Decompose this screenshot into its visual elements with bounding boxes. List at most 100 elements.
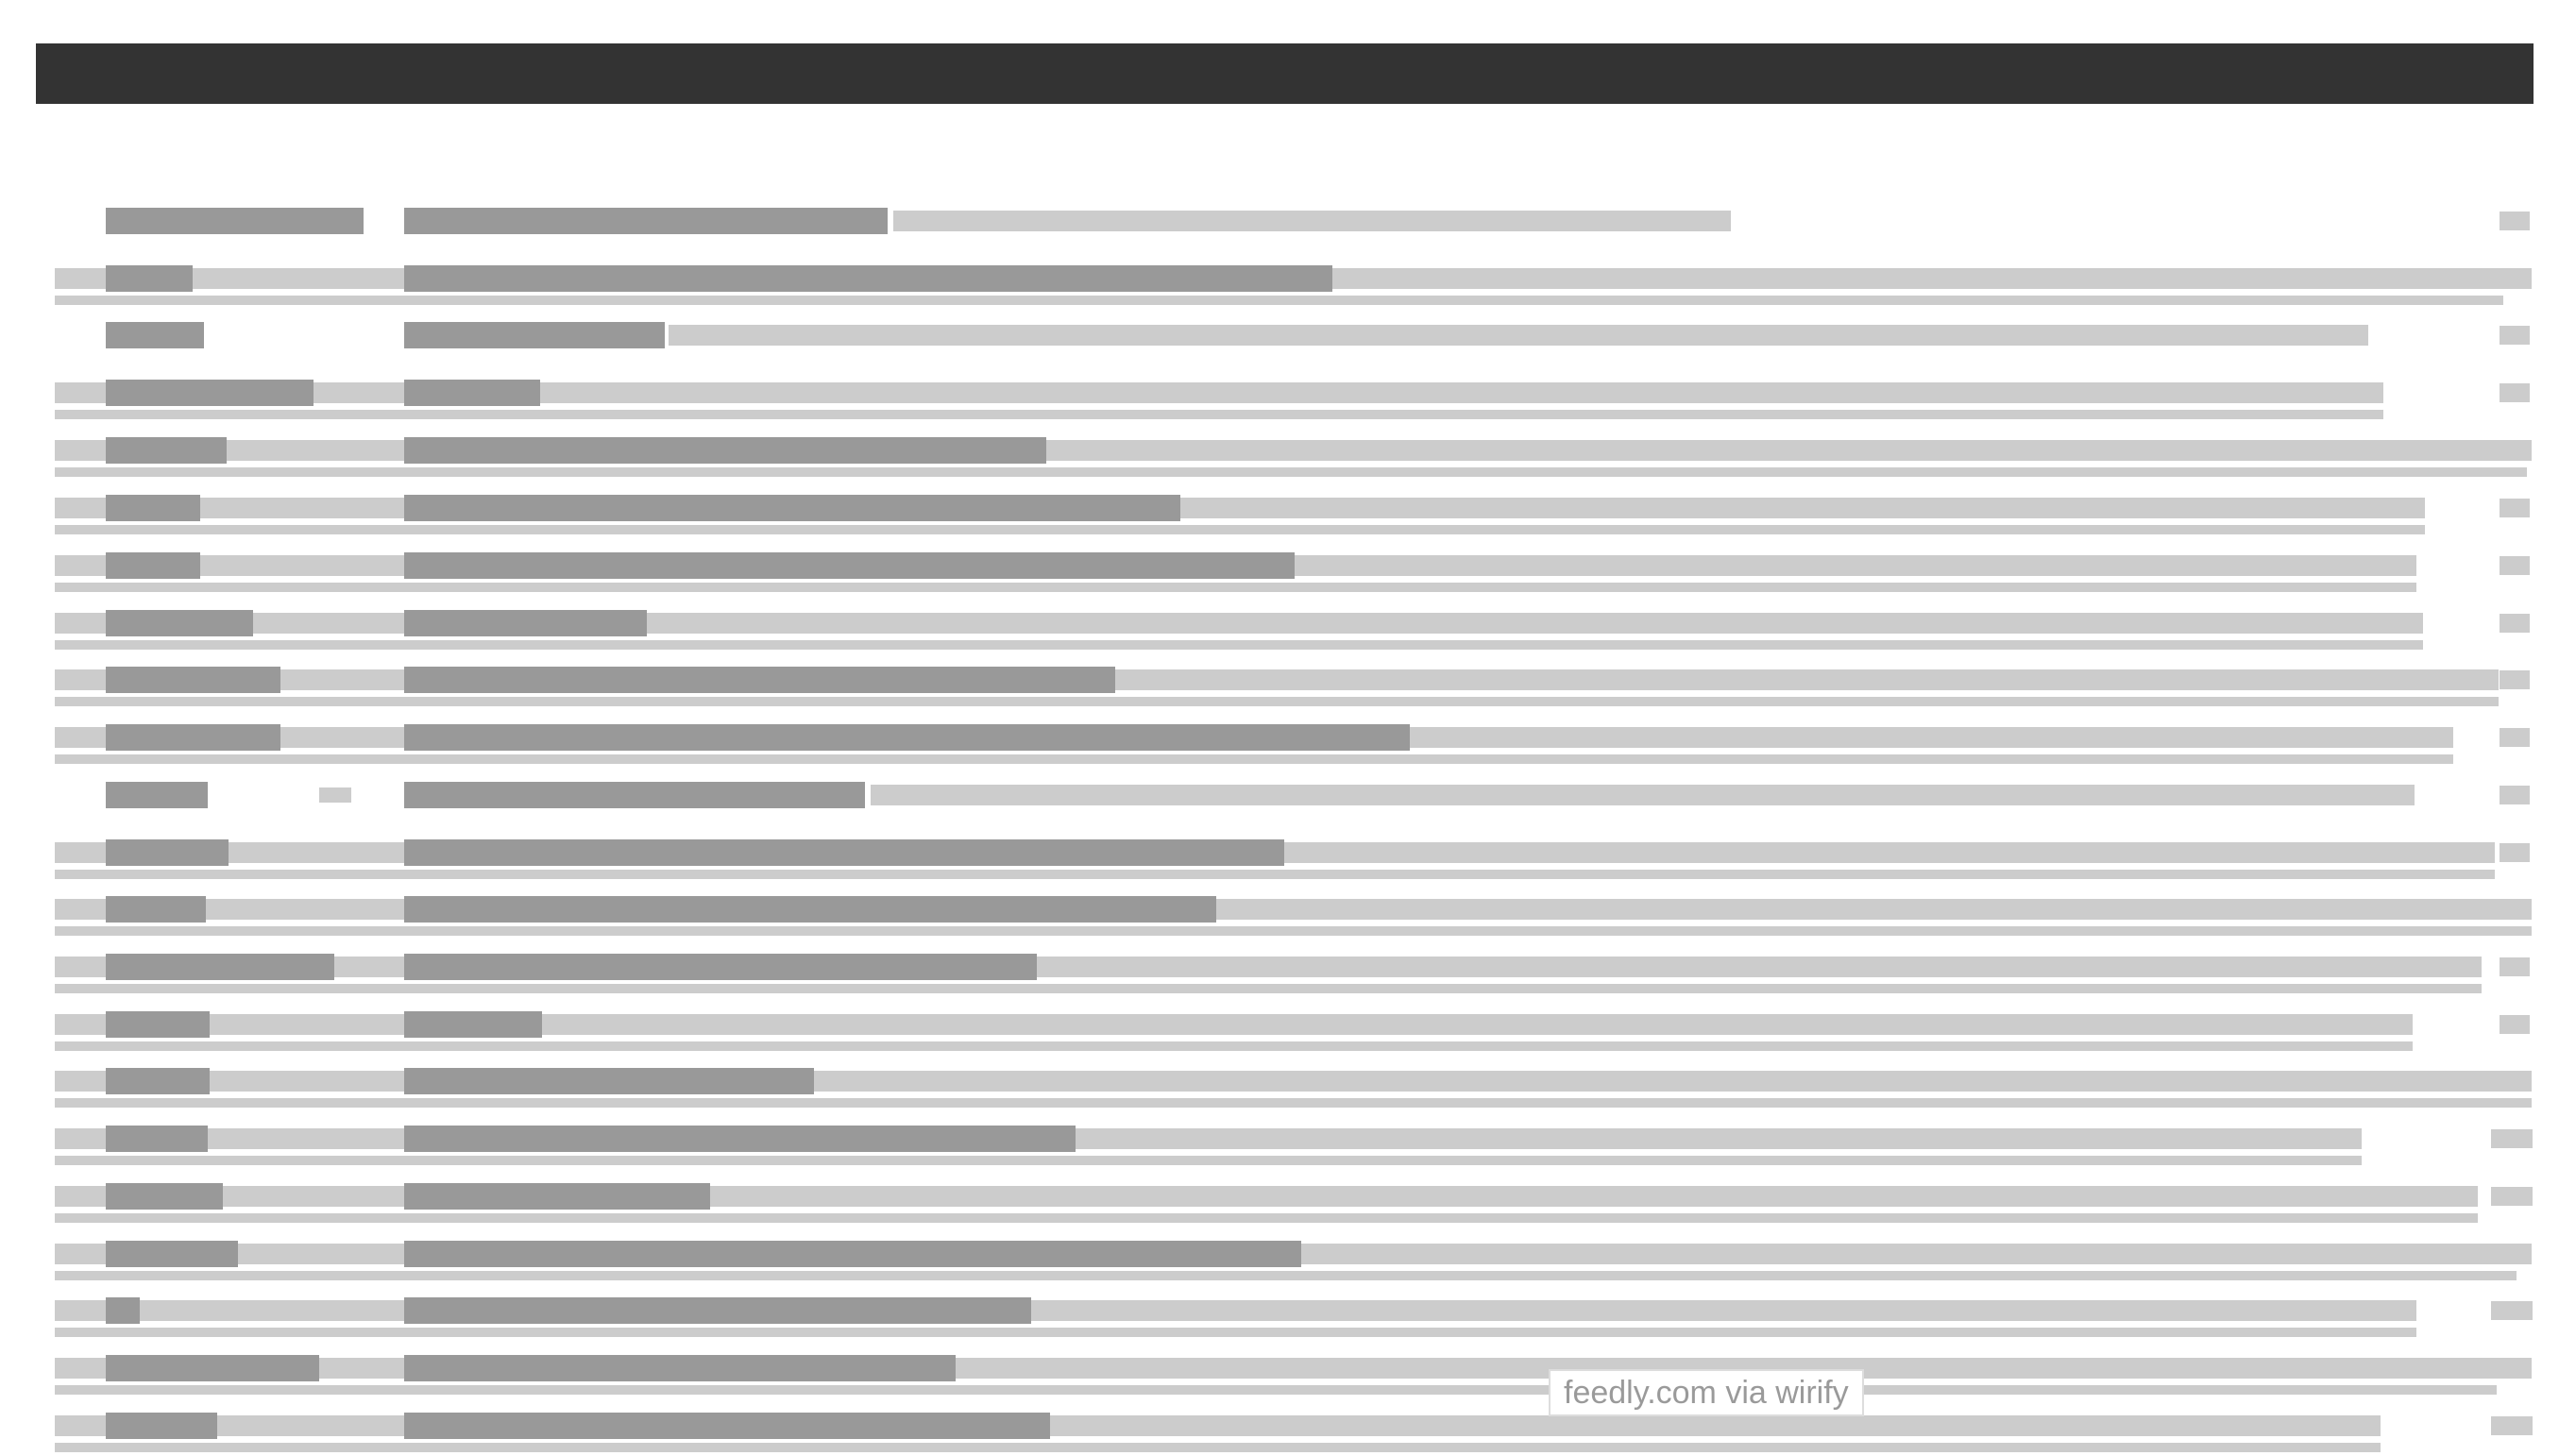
article-row[interactable] bbox=[0, 1068, 2576, 1125]
source-name-placeholder bbox=[106, 724, 280, 751]
source-name-placeholder bbox=[106, 380, 314, 406]
article-title-placeholder bbox=[404, 667, 1115, 693]
snippet-line-placeholder bbox=[55, 1328, 2416, 1337]
article-row[interactable] bbox=[0, 1183, 2576, 1240]
date-placeholder bbox=[2500, 614, 2530, 633]
source-name-placeholder bbox=[106, 265, 193, 292]
article-title-placeholder bbox=[404, 495, 1180, 521]
article-row[interactable] bbox=[0, 1011, 2576, 1068]
article-title-placeholder bbox=[404, 724, 1410, 751]
source-name-placeholder bbox=[106, 495, 200, 521]
article-row[interactable] bbox=[0, 782, 2576, 838]
snippet-line-placeholder bbox=[55, 296, 2503, 305]
article-row[interactable] bbox=[0, 896, 2576, 953]
snippet-placeholder-bar bbox=[55, 382, 2383, 403]
snippet-line-placeholder bbox=[55, 1098, 2532, 1108]
date-placeholder bbox=[2500, 786, 2530, 804]
snippet-line-placeholder bbox=[55, 1271, 2517, 1280]
article-title-placeholder bbox=[404, 1068, 814, 1094]
article-row[interactable] bbox=[0, 495, 2576, 551]
article-row[interactable] bbox=[0, 1241, 2576, 1297]
snippet-line-placeholder bbox=[55, 697, 2499, 706]
snippet-line-placeholder bbox=[55, 1443, 2381, 1452]
source-name-placeholder bbox=[106, 1241, 238, 1267]
article-row[interactable] bbox=[0, 1355, 2576, 1412]
source-name-placeholder bbox=[106, 782, 208, 808]
top-navigation-bar bbox=[36, 43, 2534, 104]
article-row[interactable] bbox=[0, 839, 2576, 896]
snippet-line-placeholder bbox=[55, 525, 2425, 534]
source-name-placeholder bbox=[106, 1183, 223, 1210]
watermark-label: feedly.com via wirify bbox=[1549, 1369, 1864, 1416]
article-title-placeholder bbox=[404, 610, 647, 636]
source-name-placeholder bbox=[106, 839, 229, 866]
date-placeholder bbox=[2500, 843, 2530, 862]
snippet-line-placeholder bbox=[55, 410, 2383, 419]
article-row[interactable] bbox=[0, 552, 2576, 609]
snippet-line-placeholder bbox=[55, 754, 2453, 764]
article-title-placeholder bbox=[404, 1126, 1076, 1152]
date-placeholder bbox=[2491, 1416, 2533, 1435]
source-name-placeholder bbox=[106, 896, 206, 923]
article-title-placeholder bbox=[404, 1011, 542, 1038]
article-row[interactable] bbox=[0, 437, 2576, 494]
snippet-line-placeholder bbox=[55, 870, 2495, 879]
article-row[interactable] bbox=[0, 724, 2576, 781]
article-title-placeholder bbox=[404, 1413, 1050, 1439]
snippet-line-placeholder bbox=[55, 1041, 2413, 1051]
source-name-placeholder bbox=[106, 610, 253, 636]
article-row[interactable] bbox=[0, 1297, 2576, 1354]
date-placeholder bbox=[2491, 1301, 2533, 1320]
article-title-placeholder bbox=[404, 896, 1216, 923]
date-placeholder bbox=[2500, 728, 2530, 747]
source-name-placeholder bbox=[106, 1126, 208, 1152]
snippet-line-placeholder bbox=[55, 583, 2416, 592]
article-row[interactable] bbox=[0, 380, 2576, 436]
article-title-placeholder bbox=[404, 1241, 1301, 1267]
article-row[interactable] bbox=[0, 265, 2576, 322]
source-name-placeholder bbox=[106, 437, 227, 464]
article-title-placeholder bbox=[404, 1355, 956, 1381]
date-placeholder bbox=[2491, 1187, 2533, 1206]
article-title-placeholder bbox=[404, 1183, 710, 1210]
snippet-placeholder-bar bbox=[871, 785, 2415, 805]
date-placeholder bbox=[2500, 326, 2530, 345]
article-row[interactable] bbox=[0, 208, 2576, 264]
source-name-placeholder bbox=[106, 667, 280, 693]
snippet-line-placeholder bbox=[55, 467, 2527, 477]
article-title-placeholder bbox=[404, 1297, 1031, 1324]
article-title-placeholder bbox=[404, 437, 1046, 464]
article-row[interactable] bbox=[0, 610, 2576, 667]
snippet-placeholder-bar bbox=[55, 1014, 2413, 1035]
snippet-line-placeholder bbox=[55, 1156, 2362, 1165]
source-name-placeholder bbox=[106, 1068, 210, 1094]
article-row[interactable] bbox=[0, 667, 2576, 723]
snippet-placeholder-bar bbox=[55, 613, 2423, 634]
date-placeholder bbox=[2500, 499, 2530, 517]
article-title-placeholder bbox=[404, 782, 865, 808]
article-title-placeholder bbox=[404, 839, 1284, 866]
badge-placeholder bbox=[319, 787, 351, 803]
article-row[interactable] bbox=[0, 322, 2576, 379]
source-name-placeholder bbox=[106, 954, 334, 980]
article-row[interactable] bbox=[0, 1413, 2576, 1456]
date-placeholder bbox=[2500, 957, 2530, 976]
snippet-line-placeholder bbox=[55, 1385, 2497, 1395]
date-placeholder bbox=[2500, 556, 2530, 575]
article-title-placeholder bbox=[404, 322, 665, 348]
article-title-placeholder bbox=[404, 954, 1037, 980]
source-name-placeholder bbox=[106, 552, 200, 579]
article-title-placeholder bbox=[404, 208, 888, 234]
date-placeholder bbox=[2500, 212, 2530, 230]
snippet-line-placeholder bbox=[55, 926, 2532, 936]
snippet-line-placeholder bbox=[55, 1213, 2478, 1223]
date-placeholder bbox=[2500, 1015, 2530, 1034]
article-row[interactable] bbox=[0, 954, 2576, 1010]
source-name-placeholder bbox=[106, 1413, 217, 1439]
date-placeholder bbox=[2500, 670, 2530, 689]
article-row[interactable] bbox=[0, 1126, 2576, 1182]
snippet-line-placeholder bbox=[55, 640, 2423, 650]
date-placeholder bbox=[2500, 383, 2530, 402]
source-name-placeholder bbox=[106, 1297, 140, 1324]
